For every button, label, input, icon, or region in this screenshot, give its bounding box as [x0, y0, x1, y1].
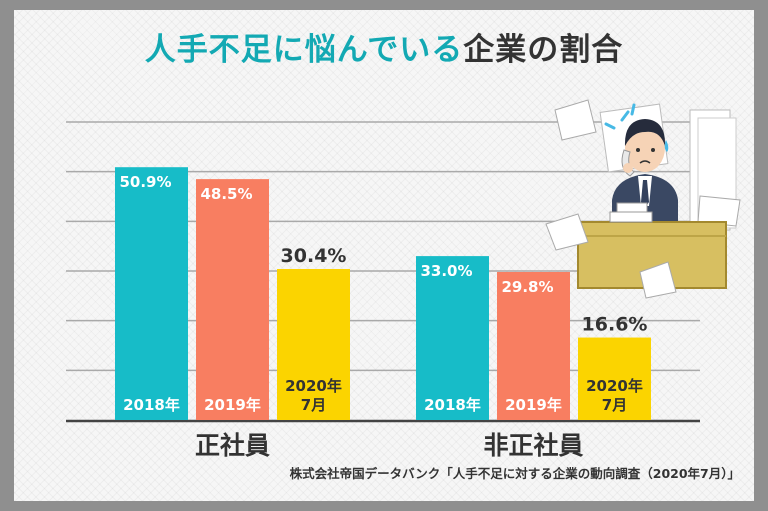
series-label: 2019年: [204, 396, 261, 414]
data-label: 33.0%: [420, 262, 472, 280]
series-label: 7月: [301, 396, 326, 414]
worried-worker-illustration: [545, 99, 741, 299]
series-label: 2018年: [123, 396, 180, 414]
source-note: 株式会社帝国データバンク「人手不足に対する企業の動向調査（2020年7月）」: [289, 466, 740, 481]
data-label: 30.4%: [281, 245, 347, 267]
category-label: 正社員: [195, 431, 270, 460]
bar: [416, 256, 489, 420]
series-label: 2020年: [586, 377, 643, 395]
chart-title-rest: 企業の割合: [463, 32, 624, 68]
bar: [196, 179, 269, 420]
category-label: 非正社員: [483, 431, 583, 460]
bar: [578, 337, 651, 420]
data-label: 48.5%: [200, 185, 252, 203]
series-label: 2018年: [424, 396, 481, 414]
series-label: 2019年: [505, 396, 562, 414]
chart-title: 人手不足に悩んでいる企業の割合: [14, 24, 754, 69]
chart-title-accent: 人手不足に悩んでいる: [144, 32, 464, 68]
series-label: 2020年: [285, 377, 342, 395]
data-label: 50.9%: [119, 173, 171, 191]
series-label: 7月: [602, 396, 627, 414]
chart-bars: 50.9%2018年48.5%2019年30.4%2020年7月正社員33.0%…: [115, 167, 651, 460]
bar: [497, 271, 570, 420]
bar: [277, 269, 350, 420]
data-label: 29.8%: [501, 278, 553, 296]
data-label: 16.6%: [582, 314, 648, 336]
bar: [115, 167, 188, 420]
